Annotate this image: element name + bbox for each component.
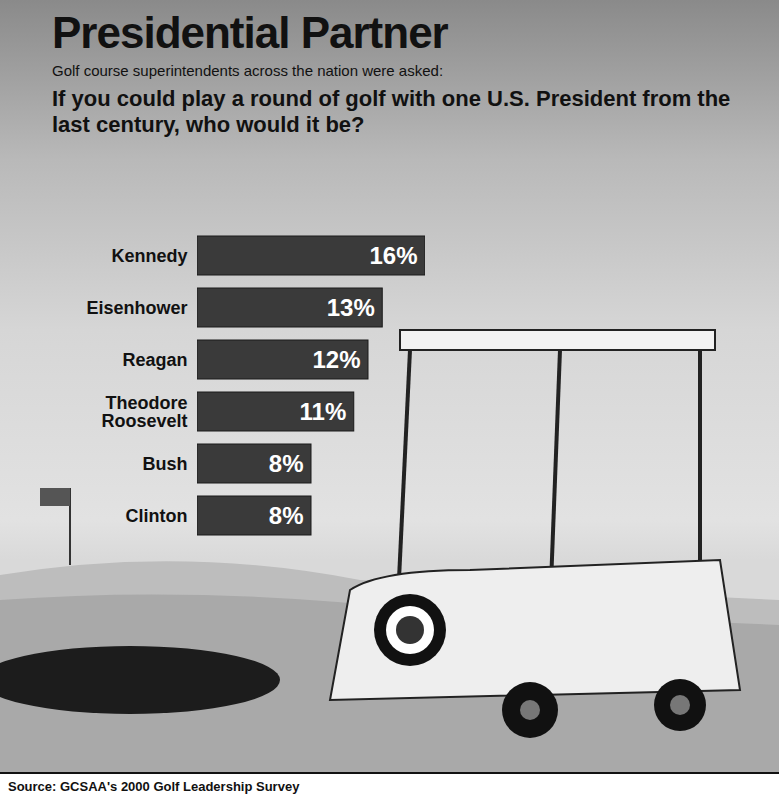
- svg-text:Eisenhower: Eisenhower: [86, 298, 187, 318]
- svg-text:TheodoreRoosevelt: TheodoreRoosevelt: [101, 393, 187, 431]
- svg-text:16%: 16%: [369, 242, 417, 269]
- svg-text:Bush: Bush: [143, 454, 188, 474]
- svg-text:8%: 8%: [269, 502, 304, 529]
- svg-text:11%: 11%: [300, 398, 347, 425]
- html-text:Source: GCSAA's 2000 Golf Lead: Source: GCSAA's 2000 Golf Leadership Sur…: [8, 779, 300, 794]
- svg-text:12%: 12%: [312, 346, 360, 373]
- html-text:If you could play a round of g: If you could play a round of golf with o…: [52, 86, 731, 138]
- svg-text:13%: 13%: [327, 294, 375, 321]
- svg-text:Kennedy: Kennedy: [111, 246, 187, 266]
- svg-text:Reagan: Reagan: [122, 350, 187, 370]
- svg-text:Clinton: Clinton: [126, 506, 188, 526]
- html-text:Golf course superintendents ac: Golf course superintendents across the n…: [52, 62, 444, 79]
- html-text:Presidential Partner: Presidential Partner: [52, 8, 448, 57]
- svg-text:8%: 8%: [269, 450, 304, 477]
